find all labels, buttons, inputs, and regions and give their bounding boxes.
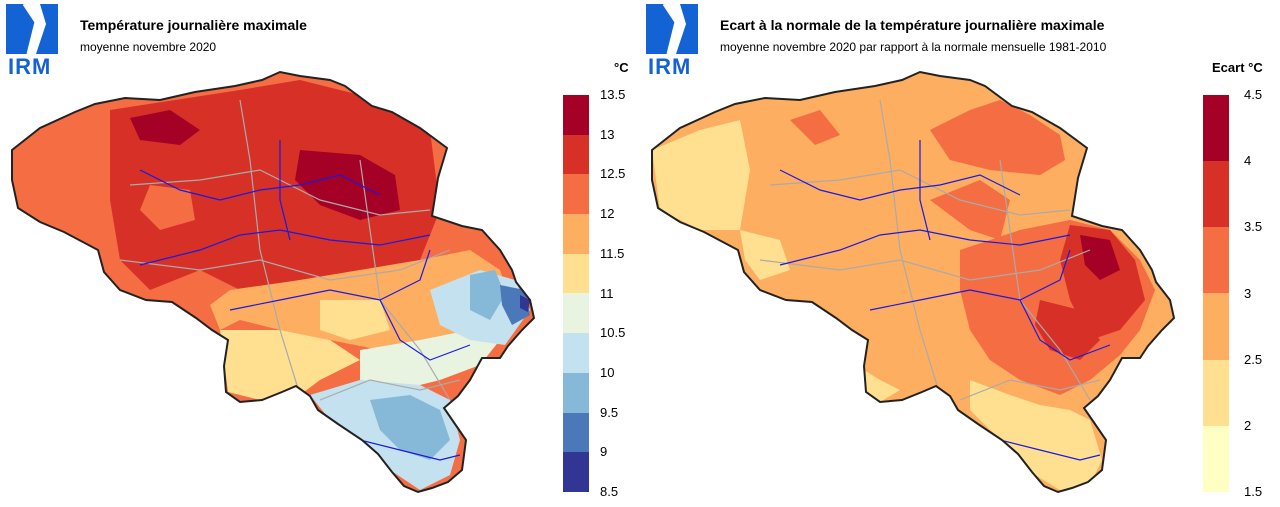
legend-swatch <box>1203 161 1229 228</box>
legend-swatch <box>563 333 589 373</box>
belgium-anomaly-map <box>651 70 1176 494</box>
legend-swatch <box>563 174 589 215</box>
legend-swatch <box>563 253 589 294</box>
legend-swatch <box>563 372 589 413</box>
legend-tick-label: 9.5 <box>600 404 619 420</box>
legend-tick-label: 12 <box>600 206 615 222</box>
irm-logo-text: IRM <box>8 54 52 79</box>
belgium-temperature-map <box>11 70 536 494</box>
legend-tick-label: 4.5 <box>1244 87 1263 102</box>
legend-tick-label: 9 <box>600 444 608 460</box>
legend-swatch <box>563 452 589 492</box>
legend-unit: °C <box>614 60 629 75</box>
legend-tick-label: 8.5 <box>600 484 619 499</box>
temperature-anomaly-panel: IRM Ecart à la normale de la température… <box>640 0 1280 507</box>
map-title: Ecart à la normale de la température jou… <box>720 17 1105 33</box>
irm-logo: IRM <box>6 4 58 79</box>
legend-swatch <box>563 214 589 254</box>
legend-tick-label: 11.5 <box>600 245 625 261</box>
map-subtitle: moyenne novembre 2020 par rapport à la n… <box>720 40 1107 54</box>
map-title: Température journalière maximale <box>80 17 307 33</box>
legend-swatch <box>563 293 589 334</box>
legend-swatch <box>1203 293 1229 360</box>
map-subtitle: moyenne novembre 2020 <box>80 40 217 54</box>
legend-swatch <box>1203 227 1229 294</box>
legend-tick-label: 2 <box>1244 417 1252 433</box>
legend-swatch <box>1203 359 1229 426</box>
temperature-color-legend <box>563 95 589 492</box>
legend-tick-label: 3 <box>1244 285 1252 301</box>
legend-tick-label: 2.5 <box>1244 351 1263 367</box>
legend-tick-label: 11 <box>600 285 614 301</box>
irm-logo-text: IRM <box>648 54 692 79</box>
legend-tick-label: 3.5 <box>1244 219 1263 235</box>
legend-tick-label: 13.5 <box>600 87 626 102</box>
legend-tick-label: 4 <box>1244 153 1252 169</box>
legend-swatch <box>563 134 589 175</box>
legend-tick-label: 10.5 <box>600 325 626 341</box>
max-temperature-panel: IRM Température journalière maximale moy… <box>6 4 629 499</box>
legend-tick-label: 12.5 <box>600 166 626 182</box>
legend-tick-label: 10 <box>600 364 615 380</box>
legend-unit: Ecart °C <box>1212 60 1263 75</box>
anomaly-color-legend <box>1203 95 1229 492</box>
legend-tick-label: 13 <box>600 126 615 142</box>
legend-swatch <box>1203 95 1229 162</box>
legend-swatch <box>563 412 589 453</box>
irm-logo: IRM <box>646 4 698 79</box>
legend-tick-label: 1.5 <box>1244 484 1263 499</box>
legend-swatch <box>563 95 589 135</box>
legend-swatch <box>1203 425 1229 492</box>
